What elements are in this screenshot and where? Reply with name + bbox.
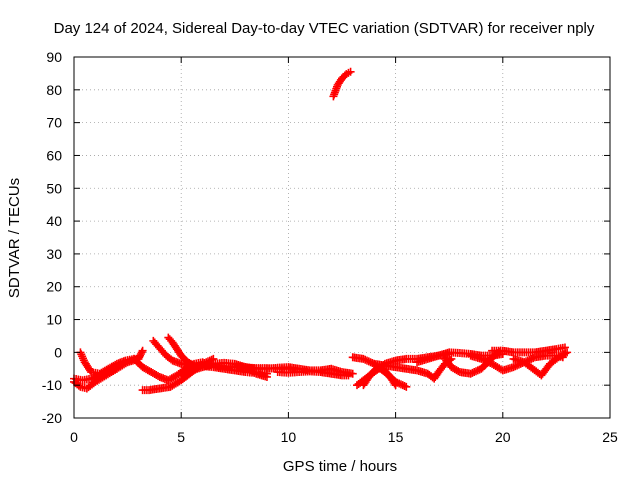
data-point xyxy=(112,364,121,373)
data-point xyxy=(466,369,475,378)
data-point xyxy=(262,372,271,381)
x-tick-label: 20 xyxy=(495,429,511,445)
y-tick-label: 20 xyxy=(46,279,62,295)
data-point xyxy=(359,354,368,363)
axis-ticks: 0 5 10 15 20 25 -20 -10 0 10 20 30 40 50 60 70 80 90 xyxy=(42,49,618,445)
y-tick-label: 40 xyxy=(46,213,62,229)
data-point-interp xyxy=(400,382,409,391)
y-tick-label: 70 xyxy=(46,115,62,131)
y-tick-label: -20 xyxy=(42,410,62,426)
data-point xyxy=(348,369,357,378)
data-point-interp xyxy=(361,355,370,364)
data-point xyxy=(402,382,411,391)
data-point xyxy=(477,354,486,363)
data-point-interp xyxy=(479,355,488,364)
data-point-interp xyxy=(480,356,489,365)
x-tick-label: 10 xyxy=(281,429,297,445)
x-tick-label: 15 xyxy=(388,429,404,445)
data-point-interp xyxy=(137,348,146,357)
data-point-interp xyxy=(454,367,463,376)
data-point-interp xyxy=(364,357,373,366)
series-arc-11 xyxy=(329,67,355,101)
data-point-interp xyxy=(473,366,482,375)
data-point-interp xyxy=(511,362,520,371)
data-point xyxy=(344,371,353,380)
data-points xyxy=(70,67,572,395)
data-point-interp xyxy=(468,368,477,377)
x-tick-label: 5 xyxy=(177,429,185,445)
y-tick-label: 60 xyxy=(46,147,62,163)
data-point-interp xyxy=(484,358,493,367)
y-tick-label: 90 xyxy=(46,49,62,65)
y-tick-label: 80 xyxy=(46,82,62,98)
y-tick-label: 10 xyxy=(46,312,62,328)
series-arc-15 xyxy=(370,354,456,383)
data-point-interp xyxy=(398,381,407,390)
data-point xyxy=(346,67,355,76)
series-arc-10 xyxy=(273,367,353,380)
data-point xyxy=(391,381,400,390)
data-point xyxy=(563,348,572,357)
x-tick-label: 0 xyxy=(70,429,78,445)
series-arc-16 xyxy=(413,348,507,367)
x-axis-label: GPS time / hours xyxy=(283,458,397,475)
data-point xyxy=(138,346,147,355)
series-arc-20 xyxy=(509,348,572,380)
data-point-interp xyxy=(561,349,570,358)
chart-title: Day 124 of 2024, Sidereal Day-to-day VTE… xyxy=(54,20,595,37)
data-point-interp xyxy=(470,368,479,377)
data-point-interp xyxy=(472,367,480,376)
y-tick-label: 0 xyxy=(54,344,62,360)
y-tick-label: -10 xyxy=(42,377,62,393)
data-point-interp xyxy=(366,358,375,367)
series-arc-19 xyxy=(488,343,569,357)
y-tick-label: 50 xyxy=(46,180,62,196)
grid-lines xyxy=(74,57,610,418)
data-point-interp xyxy=(482,357,491,366)
plot-frame xyxy=(73,56,611,419)
y-tick-label: 30 xyxy=(46,246,62,262)
series-arc-3 xyxy=(70,364,121,385)
y-axis-label: SDTVAR / TECUs xyxy=(6,178,23,298)
data-point-interp xyxy=(390,379,399,388)
data-point xyxy=(509,363,518,372)
x-tick-label: 25 xyxy=(602,429,618,445)
data-point-interp xyxy=(396,380,405,389)
data-point-interp xyxy=(363,356,372,365)
